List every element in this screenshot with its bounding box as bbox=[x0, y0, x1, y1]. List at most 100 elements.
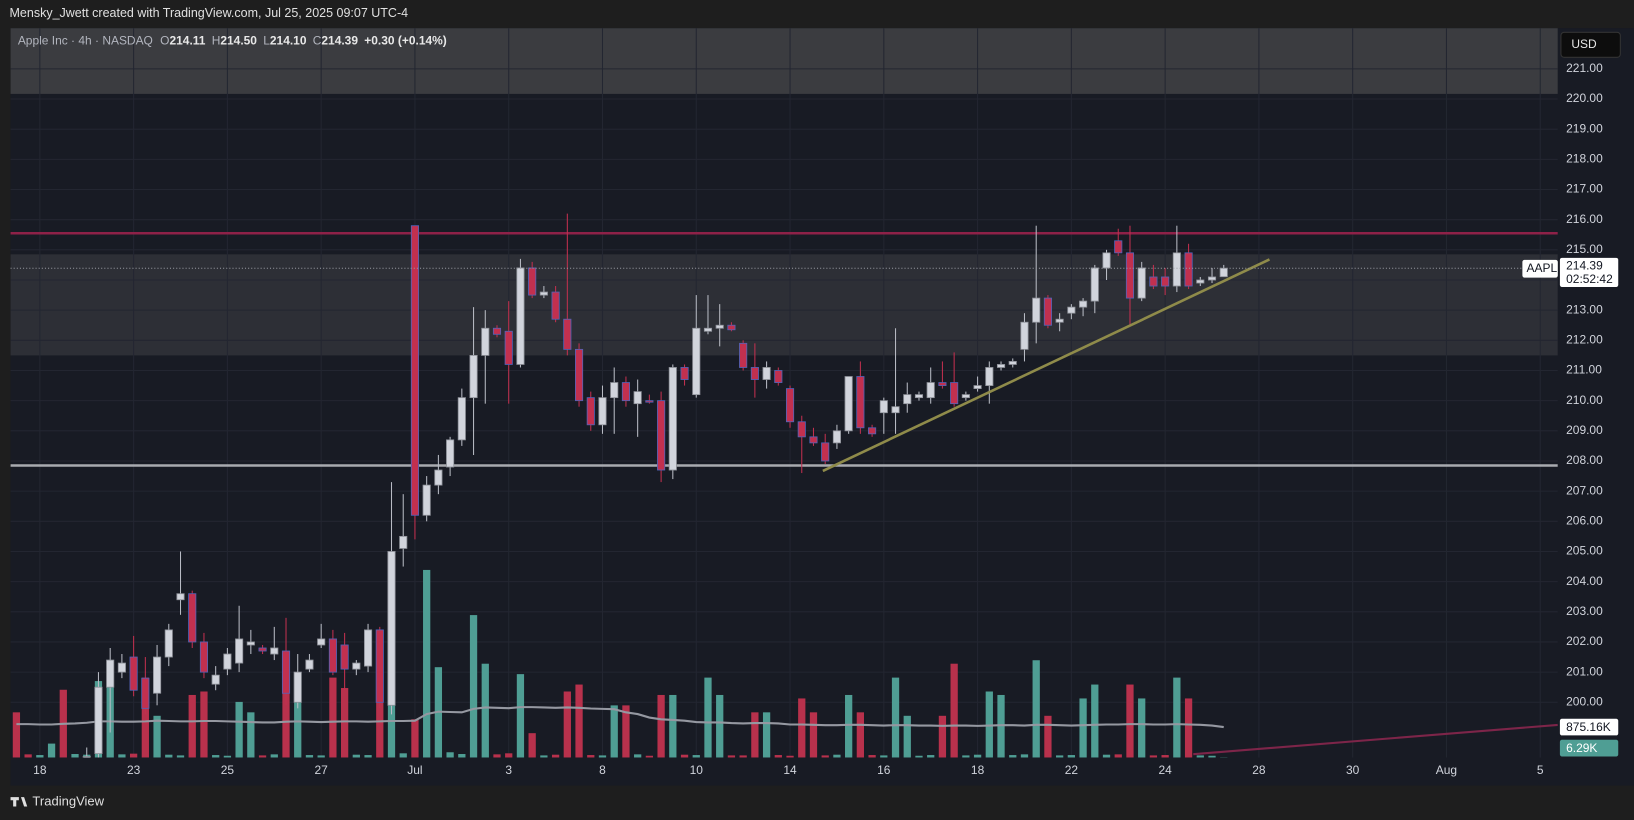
candle-body bbox=[668, 367, 677, 471]
volume-bar bbox=[903, 715, 911, 758]
candle-body bbox=[680, 367, 689, 380]
volume-bar bbox=[481, 663, 489, 758]
x-tick-label: Aug bbox=[1436, 763, 1457, 777]
y-tick-label: 200.00 bbox=[1566, 694, 1603, 708]
candle-body bbox=[938, 382, 947, 386]
candle-body bbox=[985, 367, 994, 386]
volume-bar bbox=[1196, 755, 1204, 758]
volume-bar bbox=[1067, 755, 1075, 758]
y-tick-label: 205.00 bbox=[1566, 544, 1603, 558]
candle-body bbox=[223, 653, 232, 670]
legend-change: +0.30 (+0.14%) bbox=[364, 34, 447, 48]
candle-body bbox=[1067, 306, 1076, 314]
candle-body bbox=[1079, 300, 1088, 308]
y-tick-label: 206.00 bbox=[1566, 513, 1603, 527]
candle-body bbox=[317, 638, 326, 646]
volume-bar bbox=[376, 688, 384, 758]
legend-low-label: L bbox=[263, 34, 270, 48]
volume-bar bbox=[212, 755, 220, 758]
volume-ma-tag: 875.16K bbox=[1566, 720, 1611, 734]
candle-body bbox=[1184, 252, 1193, 287]
x-tick-label: 27 bbox=[315, 763, 329, 777]
x-tick-label: 3 bbox=[505, 763, 512, 777]
volume-bar bbox=[12, 712, 21, 758]
legend-close-label: C bbox=[313, 34, 322, 48]
volume-bar bbox=[71, 754, 79, 758]
volume-bar bbox=[1032, 660, 1040, 758]
y-tick-label: 215.00 bbox=[1566, 242, 1603, 256]
volume-bar bbox=[423, 569, 431, 758]
volume-bar bbox=[598, 755, 607, 758]
volume-bar bbox=[880, 755, 888, 758]
y-tick-label: 204.00 bbox=[1566, 574, 1603, 588]
volume-bar bbox=[1009, 755, 1017, 758]
candle-body bbox=[528, 267, 537, 296]
candle-body bbox=[856, 376, 865, 429]
candle-body bbox=[106, 659, 115, 688]
symbol-tag-box bbox=[1522, 259, 1558, 278]
candle-body bbox=[328, 638, 337, 673]
volume-bar bbox=[821, 755, 829, 758]
volume-tag: 6.29K bbox=[1566, 741, 1597, 755]
candle-body bbox=[574, 348, 584, 402]
candle-body bbox=[1207, 276, 1217, 281]
candle-body bbox=[258, 647, 267, 652]
candle-body bbox=[1172, 252, 1181, 287]
volume-bar bbox=[950, 663, 958, 758]
candle-body bbox=[797, 421, 806, 438]
candle-body bbox=[961, 394, 970, 399]
volume-bar bbox=[798, 698, 806, 758]
volume-bar bbox=[411, 719, 419, 758]
volume-bar bbox=[235, 701, 243, 758]
volume-bar bbox=[1149, 755, 1158, 758]
candle-body bbox=[516, 267, 525, 365]
candle-body bbox=[1137, 267, 1146, 299]
candle-body bbox=[692, 327, 701, 396]
volume-bar bbox=[340, 688, 349, 758]
candle-body bbox=[1090, 267, 1099, 302]
x-tick-label: 16 bbox=[877, 763, 891, 777]
candle-body bbox=[563, 318, 572, 350]
volume-bar bbox=[528, 733, 536, 758]
volume-bar bbox=[305, 755, 314, 758]
candle-body bbox=[1149, 276, 1158, 287]
price-zone bbox=[10, 28, 1558, 94]
logo-icon bbox=[10, 797, 28, 807]
candle-body bbox=[281, 650, 291, 694]
y-tick-label: 203.00 bbox=[1566, 604, 1603, 618]
candle-body bbox=[973, 385, 982, 390]
candle-body bbox=[340, 644, 349, 670]
volume-bar bbox=[1091, 684, 1099, 758]
volume-bar bbox=[258, 755, 267, 758]
volume-bar bbox=[1161, 755, 1169, 758]
volume-bar bbox=[270, 754, 278, 758]
volume-bar bbox=[399, 753, 407, 758]
x-tick-label: 28 bbox=[1252, 763, 1266, 777]
currency-button[interactable] bbox=[1560, 31, 1621, 58]
candle-body bbox=[1196, 279, 1205, 284]
candle-body bbox=[1219, 267, 1228, 278]
volume-ma-tag-box bbox=[1559, 718, 1619, 736]
volume-bar bbox=[1020, 754, 1029, 758]
x-tick-label: 22 bbox=[1065, 763, 1079, 777]
candle-body bbox=[188, 593, 197, 643]
volume-bar bbox=[200, 691, 208, 758]
volume-bar bbox=[610, 705, 618, 758]
candle-body bbox=[1102, 252, 1111, 269]
candle-body bbox=[153, 656, 162, 694]
volume-bar bbox=[1126, 684, 1134, 758]
currency-label[interactable]: USD bbox=[1571, 37, 1597, 51]
candle-body bbox=[1055, 318, 1064, 323]
volume-bar bbox=[927, 755, 935, 758]
candle-body bbox=[129, 656, 138, 691]
volume-bar bbox=[786, 755, 794, 758]
volume-bar bbox=[493, 754, 501, 758]
y-tick-label: 210.00 bbox=[1566, 393, 1603, 407]
candle-body bbox=[598, 397, 607, 426]
volume-bar bbox=[563, 691, 571, 758]
candle-body bbox=[903, 394, 912, 405]
candle-body bbox=[645, 400, 654, 403]
candle-body bbox=[1114, 240, 1123, 254]
volume-bar bbox=[1079, 698, 1087, 758]
